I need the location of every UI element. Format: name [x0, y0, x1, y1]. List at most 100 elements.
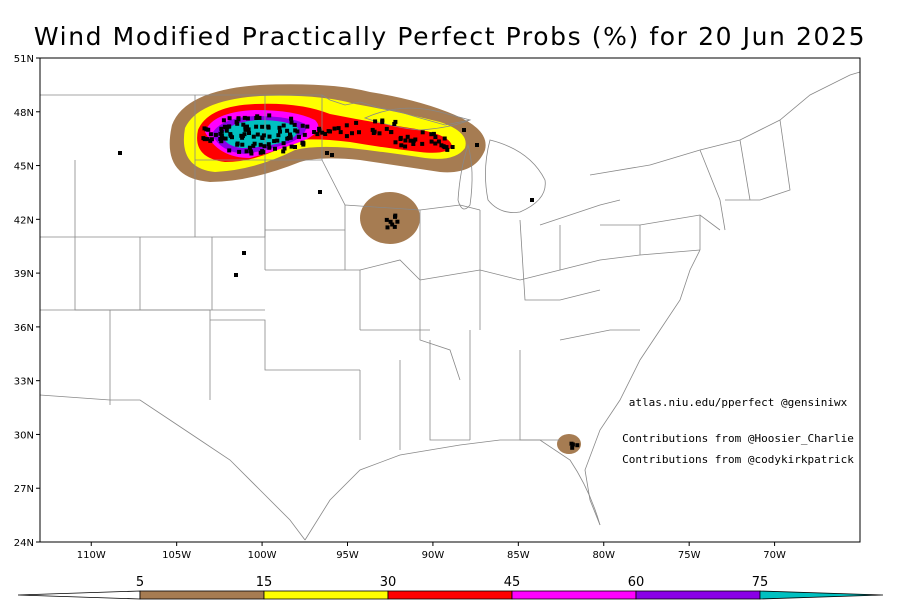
report-marker — [221, 118, 226, 123]
border-line — [539, 164, 651, 226]
report-marker — [273, 146, 277, 151]
report-marker — [260, 149, 265, 154]
report-marker — [240, 134, 245, 138]
report-marker — [236, 116, 241, 121]
colorbar-segment — [263, 590, 389, 600]
colorbar-level-label: 5 — [136, 575, 144, 590]
report-marker — [282, 146, 287, 151]
report-marker — [275, 138, 280, 143]
report-marker — [292, 122, 297, 127]
lat-label: 27N — [14, 484, 34, 495]
colorbar-segment — [387, 590, 513, 600]
report-marker — [261, 133, 266, 138]
report-marker — [444, 145, 449, 150]
report-marker — [267, 134, 272, 139]
report-marker — [242, 251, 246, 255]
report-marker — [411, 142, 416, 146]
report-marker — [380, 118, 385, 123]
report-marker — [213, 132, 218, 137]
border-line — [600, 214, 721, 255]
credit-line-2: Contributions from @Hoosier_Charlie — [622, 432, 854, 445]
credit-line-3: Contributions from @codykirkpatrick — [622, 453, 854, 466]
report-marker — [445, 147, 450, 152]
border-line — [469, 329, 640, 441]
report-marker — [255, 114, 260, 119]
report-marker — [433, 135, 438, 139]
report-marker — [575, 443, 580, 448]
report-marker — [258, 142, 263, 147]
report-marker — [252, 141, 257, 146]
lat-label: 45N — [14, 162, 34, 173]
report-marker — [300, 123, 305, 128]
report-marker — [295, 129, 300, 134]
report-marker — [330, 153, 334, 157]
report-marker — [235, 142, 240, 147]
report-marker — [420, 141, 425, 146]
report-marker — [450, 145, 455, 149]
colorbar-level-label: 60 — [628, 575, 645, 590]
report-marker — [267, 113, 272, 118]
report-marker — [249, 151, 254, 156]
lat-label: 48N — [14, 108, 34, 119]
colorbar-high-arrow — [759, 590, 884, 600]
report-marker — [289, 120, 294, 125]
report-marker — [389, 130, 394, 134]
report-marker — [403, 144, 408, 149]
report-marker — [336, 126, 341, 131]
report-marker — [305, 124, 310, 129]
report-marker — [293, 145, 297, 149]
lon-label: 80W — [592, 550, 615, 561]
report-marker — [390, 222, 395, 227]
report-marker — [251, 134, 256, 139]
colorbar-segment — [635, 590, 761, 600]
lon-label: 100W — [248, 550, 277, 561]
report-marker — [433, 141, 438, 146]
report-marker — [228, 133, 233, 138]
report-marker — [289, 116, 294, 121]
lon-label: 95W — [336, 550, 359, 561]
report-marker — [315, 132, 320, 137]
border-line — [40, 94, 471, 126]
report-marker — [442, 136, 447, 141]
report-marker — [243, 127, 248, 132]
report-marker — [296, 134, 301, 139]
report-marker — [436, 139, 441, 144]
report-marker — [226, 124, 231, 129]
report-marker — [266, 142, 271, 147]
report-marker — [285, 128, 290, 133]
report-marker — [350, 131, 354, 136]
report-marker — [385, 225, 390, 230]
report-marker — [317, 126, 322, 131]
map-title: Wind Modified Practically Perfect Probs … — [33, 22, 867, 51]
report-marker — [205, 137, 210, 142]
report-marker — [393, 119, 398, 124]
report-marker — [344, 134, 349, 139]
report-marker — [393, 140, 398, 145]
colorbar-level-label: 15 — [256, 575, 273, 590]
report-marker — [326, 129, 331, 134]
wind-reports — [118, 113, 580, 450]
report-marker — [227, 148, 232, 153]
report-marker — [254, 124, 259, 129]
border-line — [344, 204, 481, 280]
report-marker — [429, 139, 434, 144]
report-marker — [475, 143, 479, 147]
lat-label: 51N — [14, 54, 34, 65]
report-marker — [398, 137, 403, 141]
border-line — [584, 249, 701, 526]
report-marker — [371, 131, 376, 135]
report-marker — [223, 136, 228, 141]
lon-label: 90W — [422, 550, 445, 561]
report-marker — [255, 132, 260, 137]
colorbar-level-label: 45 — [504, 575, 521, 590]
report-marker — [312, 130, 317, 134]
report-marker — [392, 224, 397, 229]
report-marker — [388, 219, 393, 224]
report-marker — [429, 132, 434, 137]
report-marker — [293, 128, 298, 133]
report-marker — [392, 122, 397, 126]
report-marker — [267, 145, 272, 150]
report-marker — [408, 138, 413, 143]
report-marker — [234, 273, 238, 277]
